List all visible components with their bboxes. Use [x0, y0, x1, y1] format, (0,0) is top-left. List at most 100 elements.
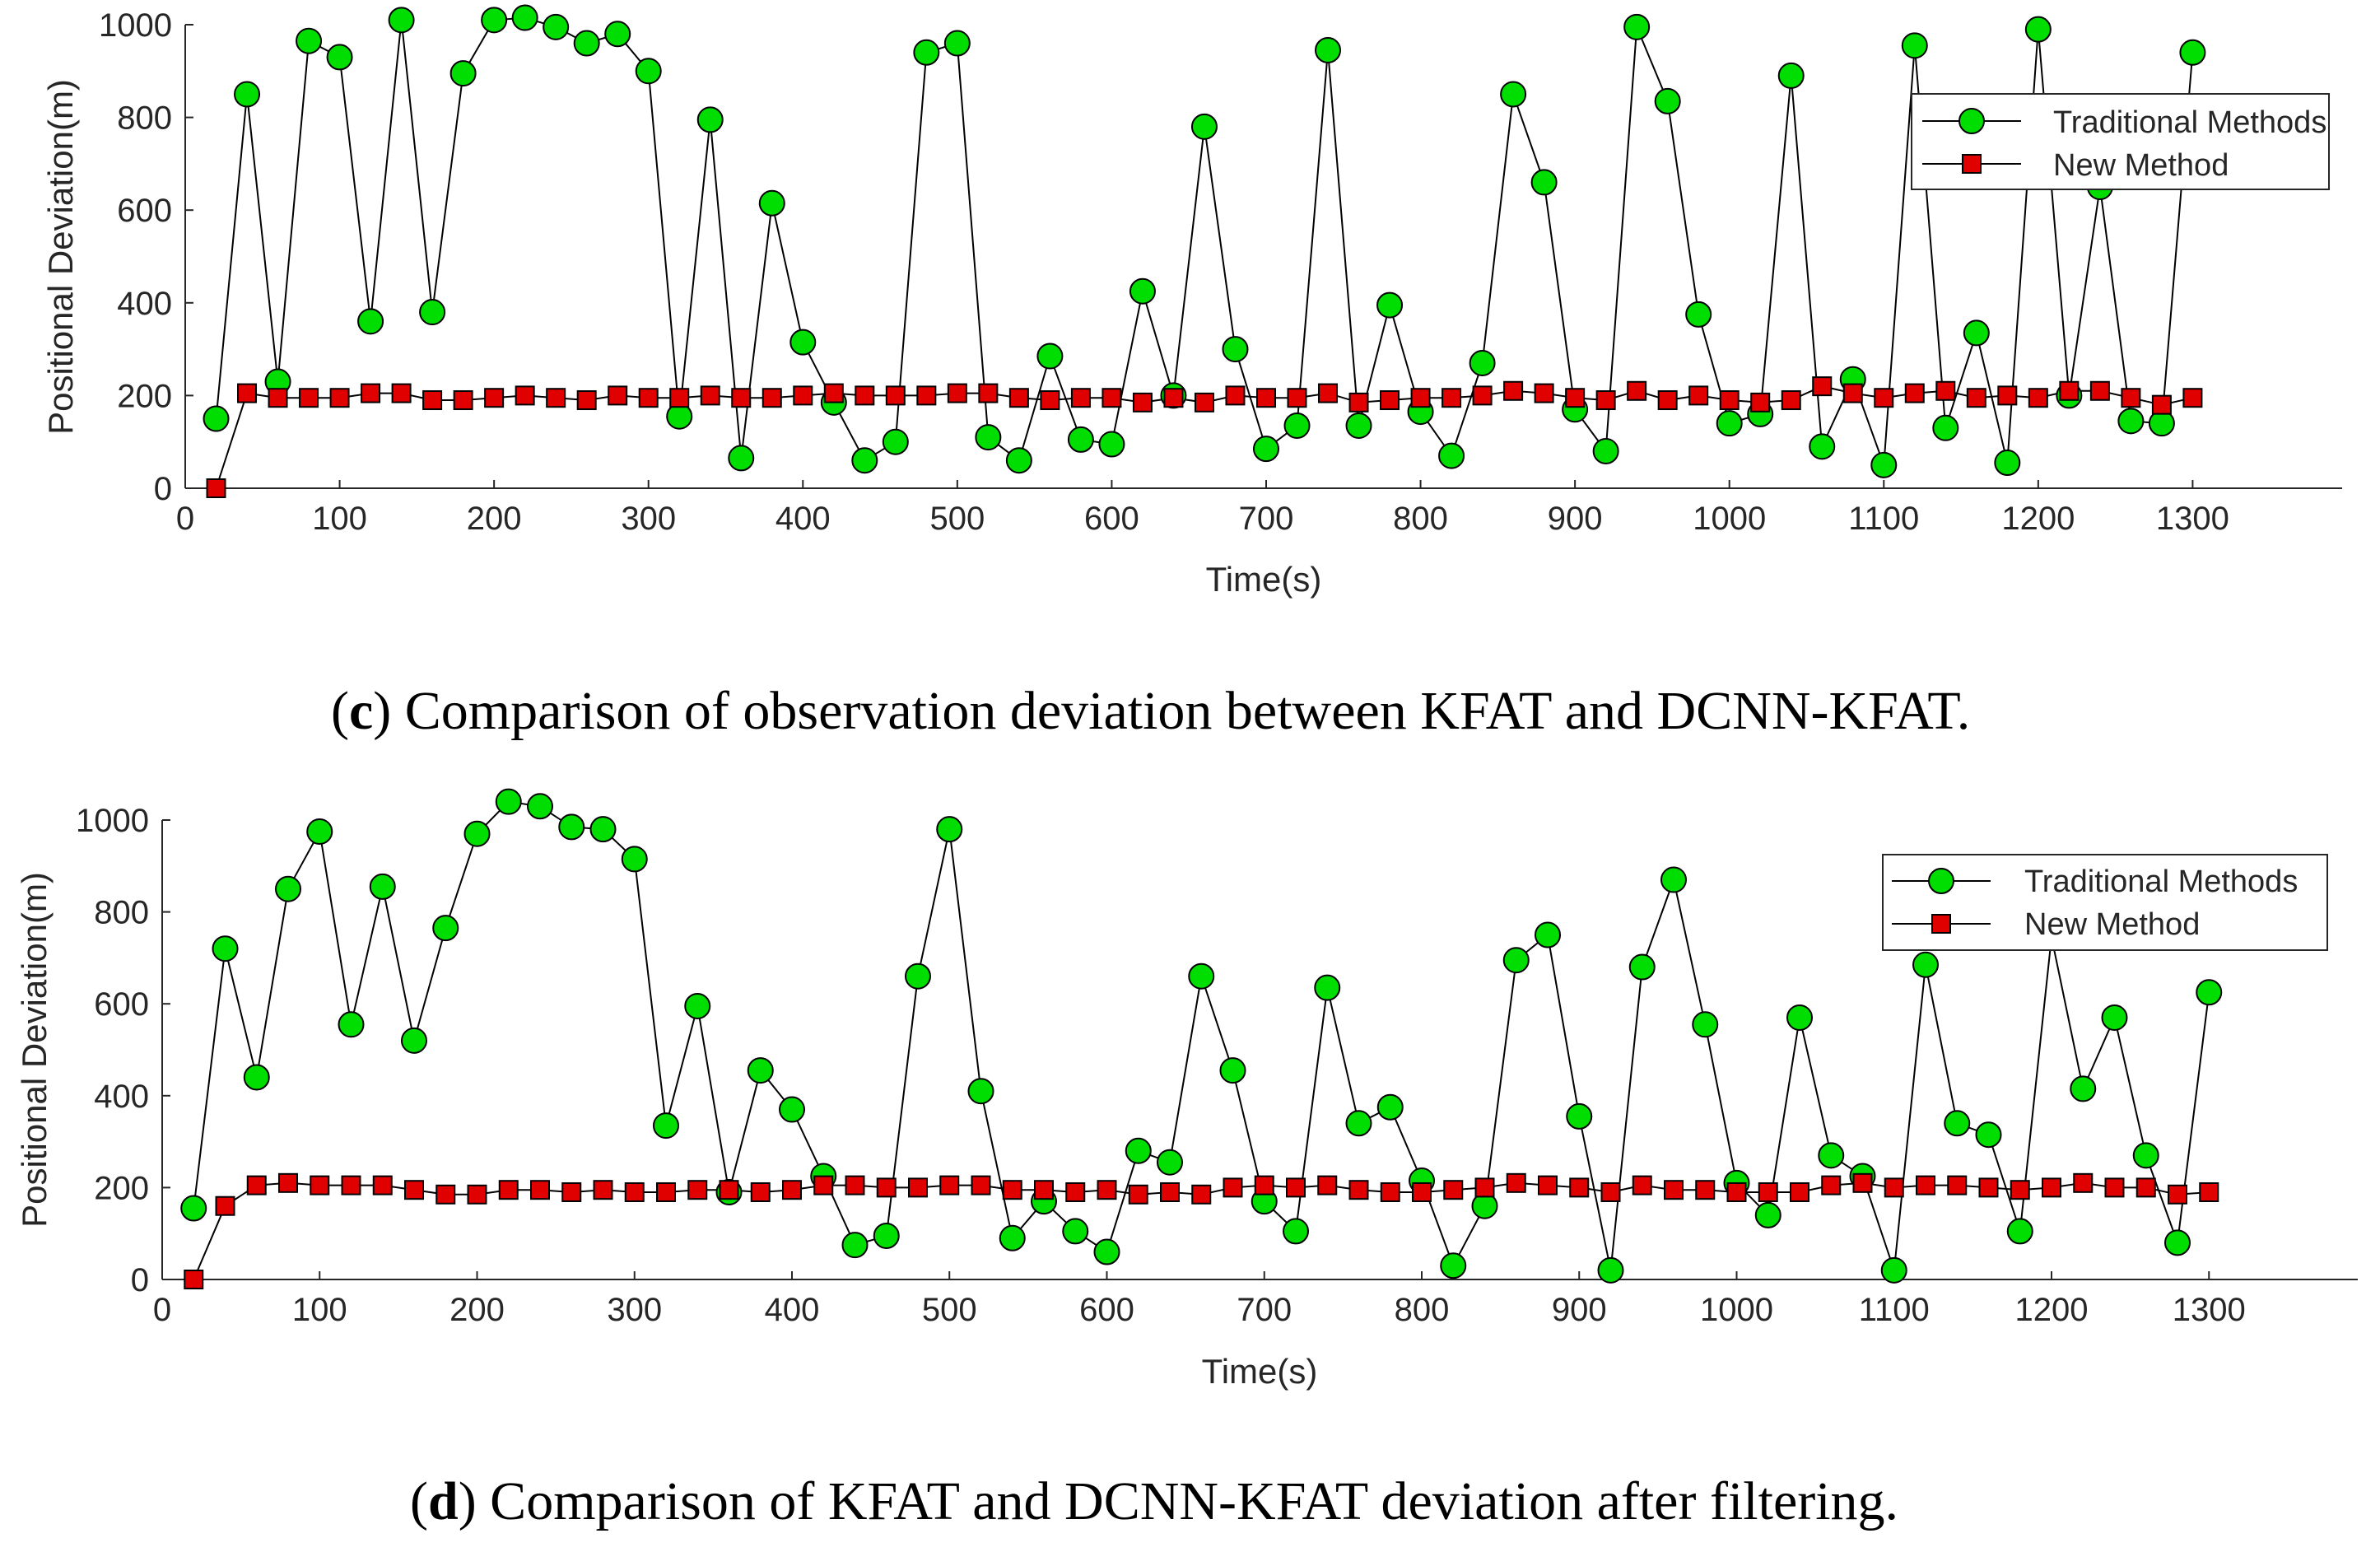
chart-c-point-new [1904, 383, 1925, 403]
chart-c-point-new [1442, 388, 1462, 408]
chart-d-point-new [1821, 1175, 1842, 1195]
chart-d-point-new [2073, 1172, 2094, 1193]
chart-c-point-new [1503, 380, 1524, 401]
chart-d-x-tick-label: 300 [607, 1292, 662, 1328]
chart-c-point-traditional [357, 308, 384, 335]
chart-c: 0 100 200 300 400 500 600 700 800 900 1000 1100 1200… [41, 4, 2342, 741]
chart-c-x-axis-label: Time(s) [1206, 560, 1322, 599]
chart-d-point-new [1002, 1180, 1022, 1200]
chart-d-point-traditional [1818, 1142, 1845, 1169]
chart-c-x-tick-label: 1200 [2001, 501, 2075, 537]
chart-c-point-traditional [1252, 436, 1279, 463]
chart-d-point-traditional [306, 818, 333, 845]
chart-d-caption-letter: d [428, 1471, 459, 1531]
chart-c-point-traditional [1469, 349, 1496, 376]
chart-d-x-axis-label: Time(s) [1202, 1352, 1318, 1391]
chart-d-point-new [310, 1175, 330, 1195]
chart-c-point-new [361, 383, 381, 403]
chart-c-legend-marker-new [1962, 154, 1982, 174]
chart-c-point-traditional [1438, 442, 1465, 469]
chart-c-point-new [299, 388, 319, 408]
chart-d-point-traditional [212, 935, 239, 962]
chart-d-point-new [1254, 1175, 1274, 1195]
chart-c-point-traditional [1345, 412, 1372, 439]
chart-c-point-traditional [1623, 13, 1651, 40]
chart-c-point-traditional [573, 30, 600, 57]
chart-d-point-traditional [1912, 951, 1939, 978]
chart-d-legend-label-new: New Method [2024, 907, 2200, 942]
chart-d-point-traditional [1062, 1218, 1089, 1245]
chart-c-legend: Traditional Methods New Method [1911, 93, 2330, 190]
chart-c-x-tick-label: 600 [1084, 501, 1139, 537]
chart-c-point-traditional [1654, 87, 1681, 114]
chart-d-point-new [876, 1177, 897, 1198]
chart-c-point-new [1194, 392, 1214, 412]
chart-d-point-traditional [2101, 1004, 2128, 1031]
chart-d-x-tick-label: 900 [1552, 1292, 1607, 1328]
chart-d-x-tick-label: 600 [1079, 1292, 1134, 1328]
chart-d-caption-open: ( [410, 1471, 428, 1531]
chart-c-point-traditional [1129, 277, 1156, 305]
chart-c-x-tick-label: 1000 [1693, 501, 1766, 537]
chart-d-point-traditional [589, 816, 617, 843]
chart-d-point-traditional [1660, 866, 1687, 893]
chart-c-point-traditional [1994, 450, 2021, 477]
chart-c-point-new [2059, 380, 2080, 401]
chart-d-point-new [624, 1181, 645, 1202]
chart-d-point-traditional [369, 873, 396, 900]
chart-c-point-traditional [696, 106, 724, 133]
chart-d-point-new [1884, 1177, 1904, 1198]
chart-d-x-tick-label: 400 [765, 1292, 820, 1328]
chart-c-point-new [1132, 392, 1153, 412]
chart-c-point-traditional [419, 299, 446, 326]
chart-c-point-new [1874, 388, 1894, 408]
chart-c-point-new [1410, 388, 1431, 408]
chart-d-y-axis-label: Positional Deviation(m) [15, 872, 54, 1228]
chart-d-point-new [1443, 1180, 1464, 1200]
chart-d-point-new [498, 1180, 519, 1200]
chart-d-point-traditional [1975, 1121, 2002, 1149]
chart-c-point-traditional [234, 81, 261, 108]
chart-d-point-new [1978, 1177, 1999, 1198]
chart-c-point-new [1070, 388, 1091, 408]
chart-d-point-new [782, 1180, 802, 1200]
chart-d-point-traditional [999, 1224, 1026, 1251]
chart-c-point-traditional [1901, 32, 1928, 59]
chart-c-point-new [978, 383, 999, 403]
chart-c-point-traditional [1376, 291, 1404, 319]
chart-d-point-new [719, 1180, 739, 1200]
chart-c-point-traditional [481, 7, 508, 34]
chart-d-point-new [908, 1177, 928, 1198]
chart-d-point-new [1380, 1181, 1400, 1202]
chart-d-point-traditional [653, 1112, 679, 1140]
chart-d-point-new [530, 1180, 550, 1200]
chart-c-point-traditional [882, 428, 909, 455]
chart-c-point-new [731, 388, 752, 408]
chart-c-point-new [453, 390, 473, 411]
chart-c-legend-marker-traditional [1958, 108, 1985, 134]
chart-d-point-new [1790, 1181, 1809, 1202]
chart-c-x-tick-label: 200 [467, 501, 522, 537]
chart-c-point-new [1380, 390, 1400, 411]
chart-c-caption-text: ) Comparison of observation deviation be… [373, 681, 1970, 741]
chart-d-point-new [278, 1172, 298, 1193]
chart-c-point-traditional [1530, 169, 1558, 196]
chart-c-y-tick-label: 400 [117, 286, 172, 322]
chart-d-point-traditional [1692, 1011, 1719, 1038]
chart-c-y-tick-label: 800 [117, 100, 172, 137]
chart-c-point-traditional [1809, 433, 1836, 460]
chart-d-point-traditional [2070, 1075, 2097, 1102]
chart-d-point-new [1726, 1181, 1747, 1202]
chart-c-caption-open: ( [331, 681, 349, 741]
chart-d-point-traditional [243, 1064, 270, 1091]
chart-c-point-traditional [449, 60, 477, 87]
chart-c-point-new [947, 383, 967, 403]
chart-c-point-new [1719, 390, 1740, 411]
chart-c-point-new [2151, 394, 2172, 415]
chart-c-point-traditional [326, 44, 353, 71]
chart-c-x-tick-label: 100 [312, 501, 367, 537]
chart-d-point-new [215, 1195, 235, 1216]
chart-d-x-tick-label: 0 [153, 1292, 171, 1328]
chart-d-y-tick-label: 400 [94, 1079, 149, 1115]
